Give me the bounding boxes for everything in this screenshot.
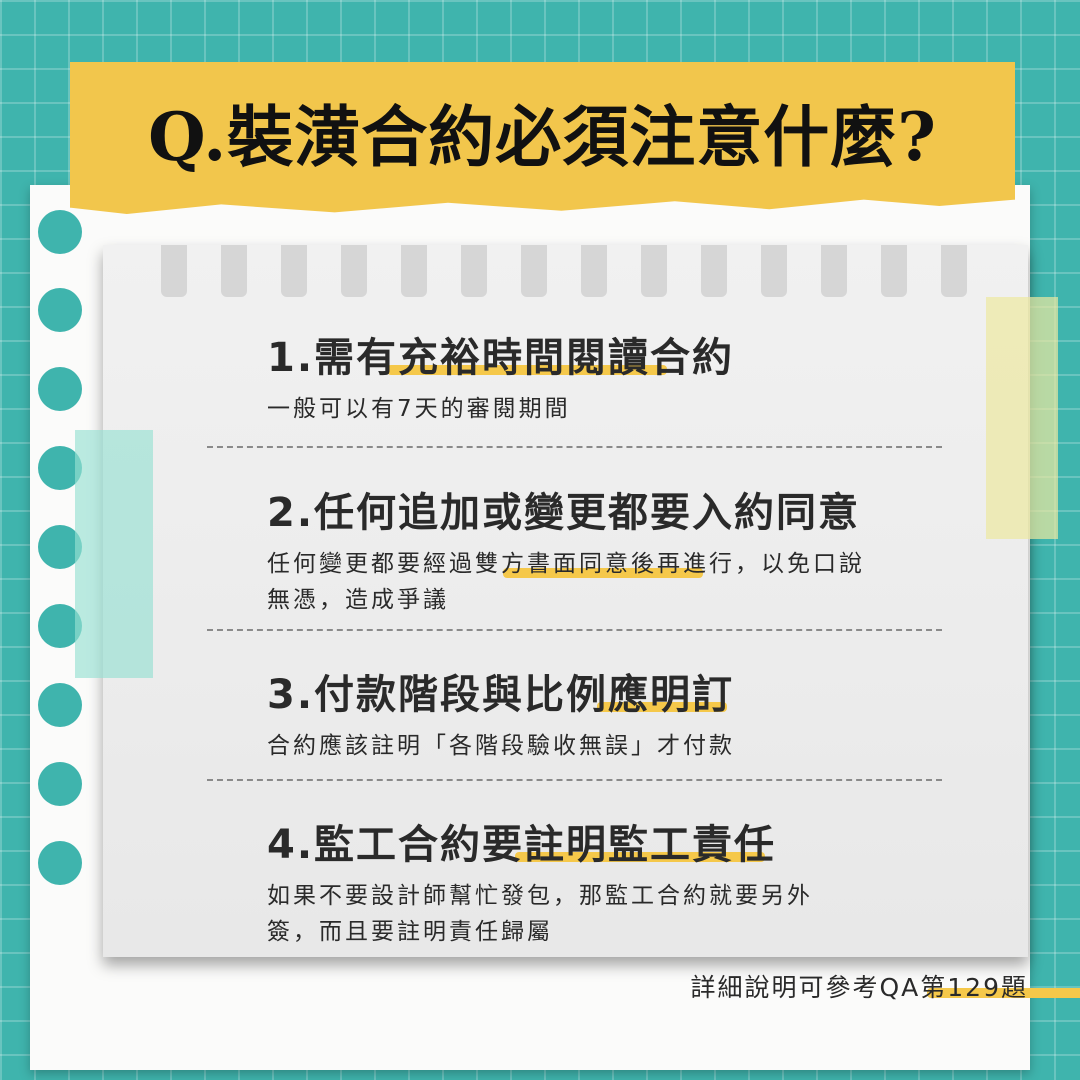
item-heading: 2.任何追加或變更都要入約同意 [267, 490, 861, 536]
item-heading: 3.付款階段與比例應明訂 [267, 672, 735, 718]
title-banner [70, 62, 1015, 214]
item-description: 任何變更都要經過雙方書面同意後再進行，以免口說無憑，造成爭議 [267, 551, 865, 613]
item-description: 一般可以有7天的審閱期間 [267, 396, 571, 422]
item-heading: 1.需有充裕時間閱讀合約 [267, 335, 735, 381]
tape-right [986, 297, 1058, 539]
list-item: 3.付款階段與比例應明訂 合約應該註明「各階段驗收無誤」才付款 [267, 662, 887, 764]
tape-left [75, 430, 153, 678]
punched-holes [38, 210, 82, 910]
list-item: 2.任何追加或變更都要入約同意 任何變更都要經過雙方書面同意後再進行，以免口說無… [267, 480, 887, 618]
item-heading: 4.監工合約要註明監工責任 [267, 822, 777, 868]
reference-text: 詳細說明可參考QA第129題 [690, 973, 1028, 1002]
binder-tabs [103, 245, 1028, 297]
list-item: 1.需有充裕時間閱讀合約 一般可以有7天的審閱期間 [267, 325, 887, 427]
item-description: 合約應該註明「各階段驗收無誤」才付款 [267, 733, 735, 759]
page-title: Q.裝潢合約必須注意什麼? [148, 98, 937, 176]
item-description: 如果不要設計師幫忙發包，那監工合約就要另外簽，而且要註明責任歸屬 [267, 883, 813, 945]
reference-note: 詳細說明可參考QA第129題 [690, 968, 1080, 1004]
divider [207, 629, 942, 631]
notepad-card [103, 245, 1028, 957]
divider [207, 779, 942, 781]
list-item: 4.監工合約要註明監工責任 如果不要設計師幫忙發包，那監工合約就要另外簽，而且要… [267, 812, 827, 950]
divider [207, 446, 942, 448]
